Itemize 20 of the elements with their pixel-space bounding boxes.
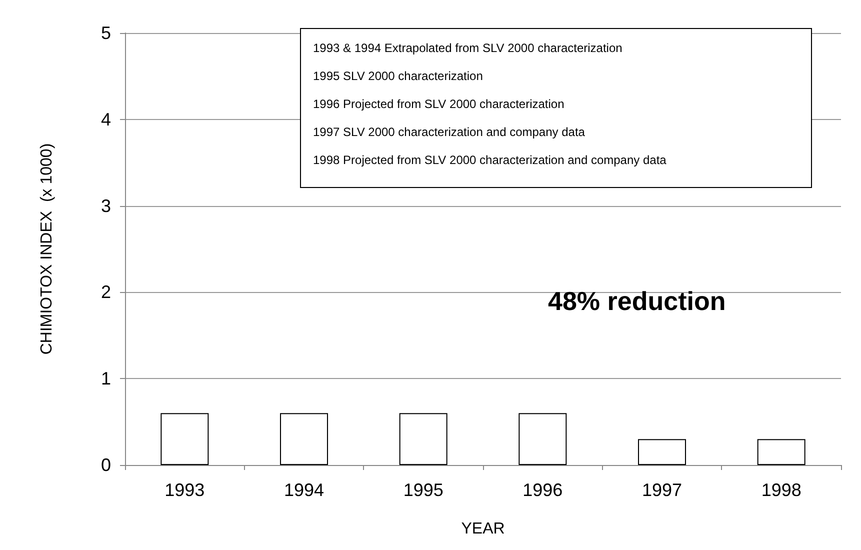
y-tick-label: 4 xyxy=(100,109,111,130)
y-tick-label: 3 xyxy=(100,196,111,216)
annotation: 1993 & 1994 Extrapolated from SLV 2000 characterization xyxy=(313,41,624,55)
x-tick-label: 1993 xyxy=(164,480,205,500)
x-tick-label: 1996 xyxy=(522,480,563,500)
annotation: 1996 Projected from SLV 2000 characterization xyxy=(313,97,566,111)
y-tick-label: 0 xyxy=(100,455,111,475)
y-tick-label: 2 xyxy=(100,282,111,302)
annotation: 1995 SLV 2000 characterization xyxy=(313,69,484,83)
x-tick-label: 1994 xyxy=(284,480,324,500)
x-tick-label: 1997 xyxy=(642,480,682,500)
x-tick-label: 1995 xyxy=(403,480,444,500)
annotation: 48% reduction xyxy=(548,286,726,316)
annotation: 1997 SLV 2000 characterization and company data xyxy=(313,125,586,139)
y-axis-title: CHIMIOTOX INDEX (x 1000) xyxy=(38,143,56,355)
y-tick-label: 5 xyxy=(100,23,111,43)
y-tick-label: 1 xyxy=(100,368,111,389)
x-axis-title: YEAR xyxy=(461,520,505,538)
annotation: 1998 Projected from SLV 2000 characterization and company data xyxy=(313,153,668,167)
x-tick-label: 1998 xyxy=(761,480,802,500)
